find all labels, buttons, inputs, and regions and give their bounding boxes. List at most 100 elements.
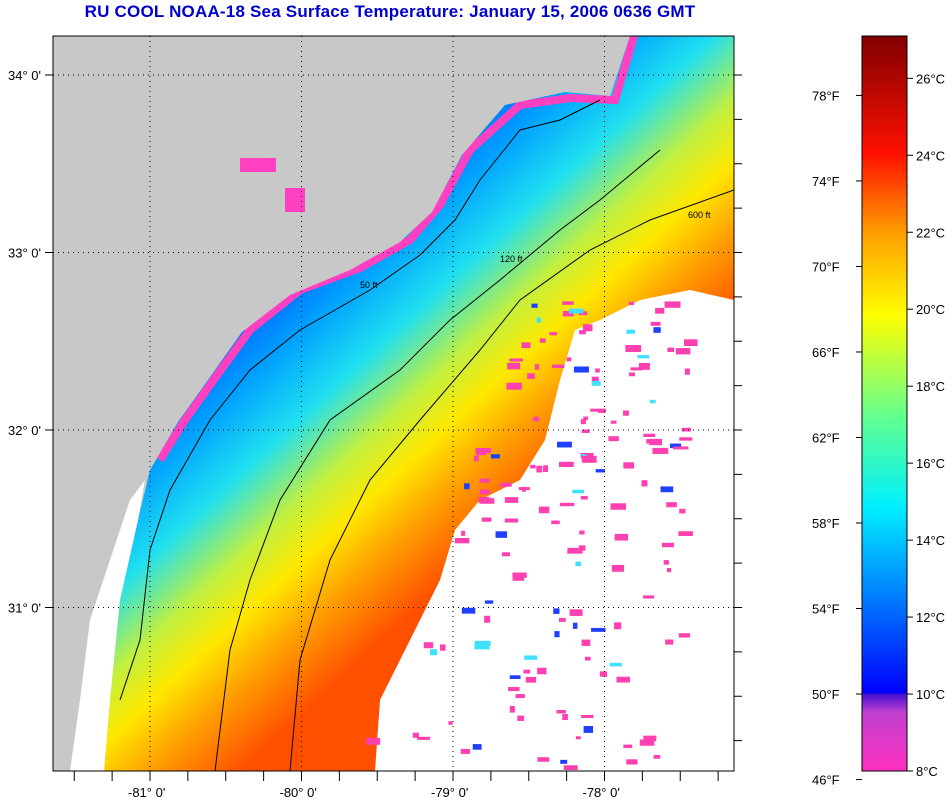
fahrenheit-label: 74°F	[812, 174, 840, 189]
speckle	[558, 617, 566, 622]
speckle	[531, 303, 538, 308]
land-area	[53, 36, 630, 771]
speckle	[666, 567, 672, 573]
speckle	[581, 639, 591, 646]
speckle	[507, 362, 521, 370]
speckle	[461, 607, 476, 614]
map-title: RU COOL NOAA-18 Sea Surface Temperature:…	[84, 2, 696, 21]
longitude-label: -81° 0'	[128, 785, 165, 800]
speckle	[538, 506, 550, 514]
speckle	[630, 367, 643, 371]
speckle	[628, 372, 635, 377]
speckle	[556, 709, 566, 714]
speckle	[664, 301, 681, 308]
speckle	[623, 410, 629, 416]
celsius-label: 22°C	[916, 225, 945, 240]
cloud-edge-speckles	[366, 301, 698, 771]
speckle	[460, 748, 471, 754]
fahrenheit-label: 62°F	[812, 430, 840, 445]
speckle	[623, 462, 635, 469]
speckle	[509, 358, 523, 362]
speckle	[478, 496, 490, 503]
fahrenheit-label: 50°F	[812, 687, 840, 702]
speckle	[510, 383, 517, 387]
speckle	[429, 649, 438, 656]
speckle	[625, 345, 642, 352]
graticule	[53, 36, 734, 771]
speckle	[581, 714, 594, 719]
celsius-label: 26°C	[916, 71, 945, 86]
speckle	[572, 622, 578, 629]
speckle	[616, 676, 631, 683]
fahrenheit-label: 78°F	[812, 88, 840, 103]
speckle	[533, 417, 540, 422]
speckle	[610, 420, 617, 424]
speckle	[637, 355, 650, 359]
speckle	[525, 676, 537, 683]
speckle	[583, 726, 594, 733]
speckle	[575, 561, 581, 567]
speckle	[584, 656, 591, 661]
speckle	[472, 744, 482, 750]
latitude-label: 31° 0'	[8, 601, 41, 616]
speckle	[572, 489, 584, 494]
speckle	[499, 482, 512, 487]
speckle	[679, 508, 686, 514]
speckle	[580, 495, 588, 500]
speckle	[599, 671, 608, 677]
speckle	[578, 545, 586, 551]
speckle	[366, 737, 381, 745]
speckle	[652, 447, 669, 454]
speckle	[524, 655, 538, 660]
speckle	[661, 542, 674, 548]
speckle	[643, 735, 657, 742]
speckle	[559, 502, 575, 507]
speckle	[523, 669, 531, 674]
speckle	[628, 301, 635, 306]
colorbar	[861, 35, 908, 772]
speckle	[579, 330, 586, 335]
speckle	[626, 759, 638, 765]
speckle	[551, 520, 560, 525]
speckle	[557, 441, 572, 448]
speckle	[448, 721, 453, 725]
speckle	[649, 438, 663, 446]
speckle	[669, 443, 682, 449]
celsius-label: 12°C	[916, 610, 945, 625]
speckle	[504, 518, 519, 523]
speckle	[562, 310, 574, 317]
speckle	[684, 339, 698, 347]
longitude-label: -79° 0'	[431, 785, 468, 800]
speckle	[611, 564, 625, 572]
speckle	[608, 436, 619, 442]
speckle	[590, 408, 607, 412]
speckle	[412, 732, 420, 738]
celsius-label: 14°C	[916, 533, 945, 548]
speckle	[512, 572, 527, 578]
speckle	[649, 399, 656, 404]
speckle	[665, 639, 674, 645]
speckle	[591, 627, 606, 632]
latitude-label: 33° 0'	[8, 246, 41, 261]
speckle	[553, 608, 560, 614]
speckle	[481, 517, 492, 522]
longitude-label: -80° 0'	[280, 785, 317, 800]
speckle	[582, 324, 593, 332]
speckle	[490, 454, 500, 459]
speckle	[569, 609, 583, 616]
speckle	[417, 736, 431, 740]
speckle	[567, 550, 583, 554]
speckle	[534, 364, 539, 370]
speckle	[566, 357, 572, 362]
speckle	[653, 755, 661, 759]
speckle	[517, 715, 525, 721]
speckle	[474, 640, 491, 646]
speckle	[560, 759, 568, 764]
speckle	[626, 329, 635, 334]
speckle	[579, 530, 585, 535]
speckle	[521, 342, 531, 349]
speckle	[509, 706, 515, 713]
speckle	[684, 368, 690, 375]
speckle	[461, 530, 466, 536]
speckle	[537, 757, 550, 762]
